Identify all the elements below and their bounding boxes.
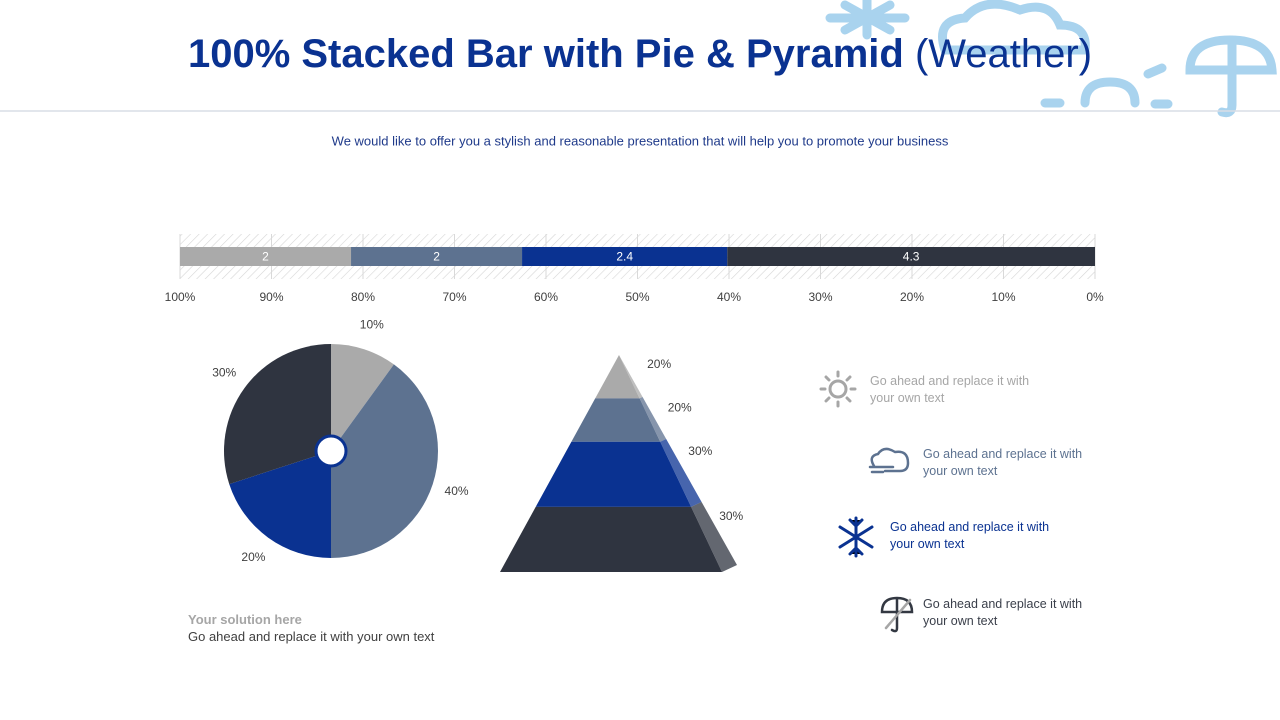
data-label: 20% bbox=[647, 357, 671, 371]
legend-text: Go ahead and replace it with your own te… bbox=[870, 374, 1030, 405]
legend-text: Go ahead and replace it with your own te… bbox=[890, 520, 1050, 551]
snowflake-icon bbox=[838, 516, 874, 558]
x-tick-label: 0% bbox=[1086, 290, 1104, 304]
pyramid-side bbox=[660, 439, 702, 507]
data-label: 2 bbox=[262, 250, 269, 264]
pie-slice bbox=[331, 344, 394, 451]
solution-text: Go ahead and replace it with your own te… bbox=[188, 629, 435, 644]
x-tick-label: 40% bbox=[717, 290, 741, 304]
pyramid-layer bbox=[500, 506, 722, 572]
pyramid-side bbox=[691, 502, 737, 572]
pie-slice bbox=[331, 364, 438, 558]
bar-segment bbox=[727, 247, 1095, 266]
legend-text: Go ahead and replace it with your own te… bbox=[923, 447, 1083, 478]
x-tick-label: 80% bbox=[351, 290, 375, 304]
x-tick-label: 90% bbox=[259, 290, 283, 304]
title-suffix: (Weather) bbox=[915, 32, 1092, 76]
data-label: 40% bbox=[445, 484, 469, 498]
x-tick-label: 30% bbox=[808, 290, 832, 304]
pyramid-layer bbox=[595, 355, 640, 399]
bar-segment bbox=[522, 247, 728, 266]
bar-segment bbox=[180, 247, 352, 266]
x-tick-label: 100% bbox=[165, 290, 196, 304]
x-tick-label: 50% bbox=[625, 290, 649, 304]
subtitle: We would like to offer you a stylish and… bbox=[332, 133, 949, 148]
legend-text: Go ahead and replace it with your own te… bbox=[923, 597, 1083, 628]
data-label: 30% bbox=[212, 366, 236, 380]
bar-segment bbox=[351, 247, 523, 266]
pyramid-side bbox=[619, 355, 643, 399]
data-label: 20% bbox=[668, 401, 692, 415]
data-label: 4.3 bbox=[903, 250, 920, 264]
umbrella-icon bbox=[880, 596, 914, 633]
pyramid-side bbox=[639, 397, 667, 442]
pyramid-layer bbox=[535, 441, 692, 507]
slide-title: 100% Stacked Bar with Pie & Pyramid (Wea… bbox=[188, 32, 1092, 76]
data-label: 2 bbox=[433, 250, 440, 264]
title-main: 100% Stacked Bar with Pie & Pyramid bbox=[188, 32, 904, 76]
x-tick-label: 60% bbox=[534, 290, 558, 304]
pie-slice bbox=[229, 451, 331, 558]
x-tick-label: 70% bbox=[442, 290, 466, 304]
x-tick-label: 20% bbox=[900, 290, 924, 304]
cloud-icon bbox=[868, 447, 910, 474]
pie-center bbox=[314, 434, 348, 468]
solution-heading: Your solution here bbox=[188, 612, 302, 627]
data-label: 30% bbox=[688, 444, 712, 458]
pyramid-layer bbox=[571, 398, 661, 442]
data-label: 10% bbox=[360, 318, 384, 332]
sun-icon bbox=[819, 370, 857, 408]
data-label: 2.4 bbox=[616, 250, 633, 264]
x-tick-label: 10% bbox=[991, 290, 1015, 304]
data-label: 20% bbox=[241, 550, 265, 564]
pie-slice bbox=[224, 343, 331, 485]
data-label: 30% bbox=[719, 509, 743, 523]
